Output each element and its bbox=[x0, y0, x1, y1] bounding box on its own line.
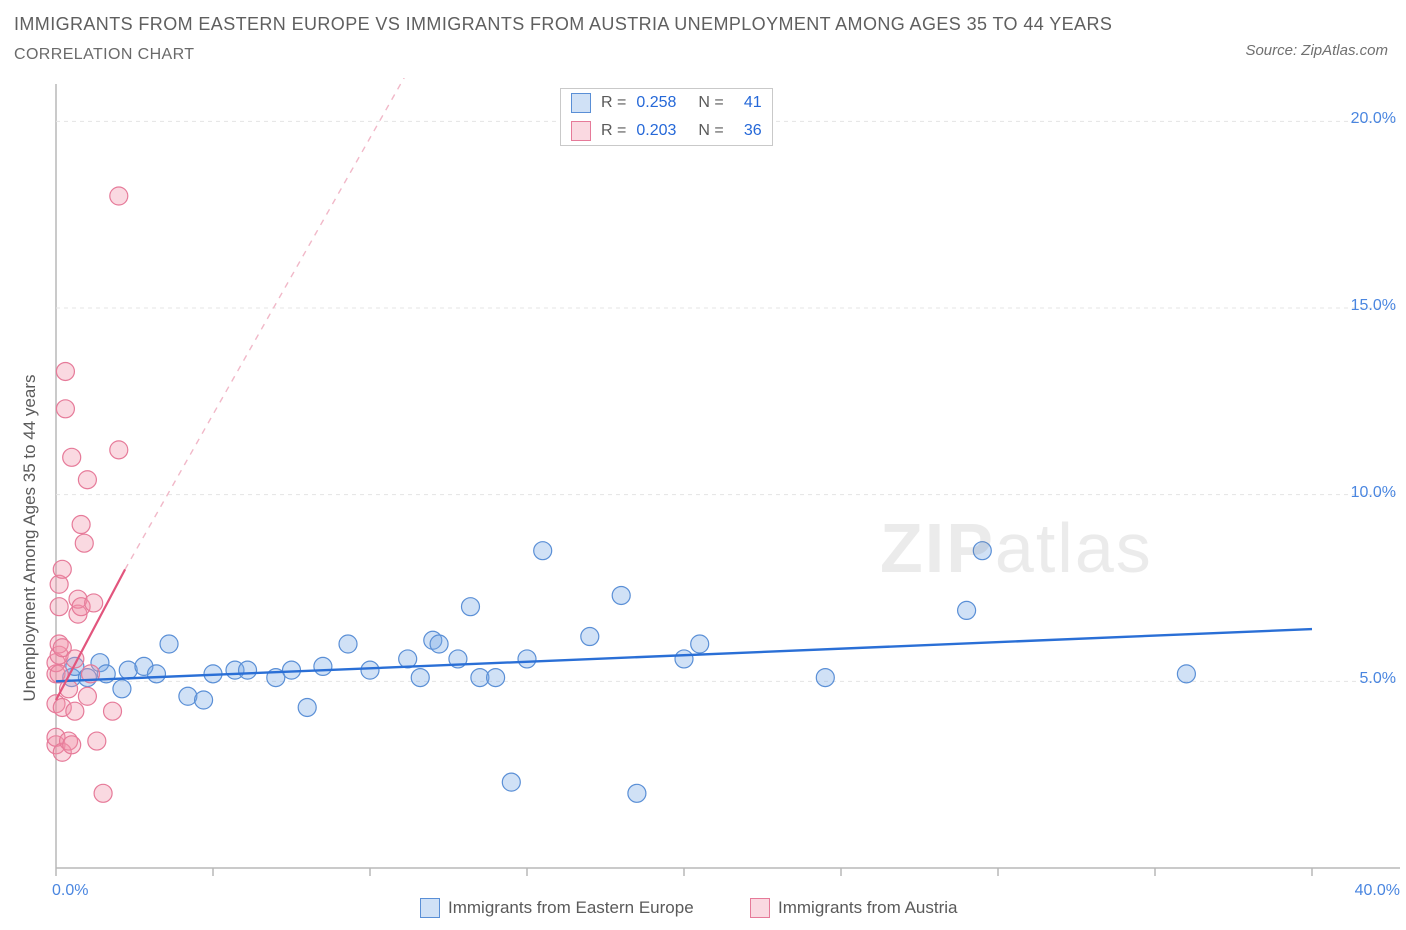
y-axis-label: Unemployment Among Ages 35 to 44 years bbox=[20, 375, 40, 702]
legend-row: R = 0.258 N = 41 bbox=[561, 89, 772, 117]
legend-label: Immigrants from Austria bbox=[778, 898, 958, 918]
tick-label: 5.0% bbox=[1360, 670, 1396, 688]
scatter-plot bbox=[0, 78, 1406, 898]
tick-label: 10.0% bbox=[1351, 484, 1396, 502]
legend-item: Immigrants from Austria bbox=[750, 898, 958, 918]
legend-r-value: 0.258 bbox=[636, 94, 688, 112]
tick-label: 20.0% bbox=[1351, 110, 1396, 128]
source-label: Source: ZipAtlas.com bbox=[1245, 42, 1388, 59]
legend-swatch bbox=[571, 93, 591, 113]
chart-subtitle: CORRELATION CHART bbox=[14, 46, 194, 64]
legend-swatch bbox=[571, 121, 591, 141]
tick-label: 15.0% bbox=[1351, 297, 1396, 315]
legend-item: Immigrants from Eastern Europe bbox=[420, 898, 694, 918]
legend-row: R = 0.203 N = 36 bbox=[561, 117, 772, 145]
chart-title: IMMIGRANTS FROM EASTERN EUROPE VS IMMIGR… bbox=[14, 14, 1112, 35]
legend-r-label: R = bbox=[601, 122, 626, 140]
tick-label: 0.0% bbox=[52, 882, 88, 900]
legend-swatch bbox=[750, 898, 770, 918]
legend-n-label: N = bbox=[698, 122, 723, 140]
legend-r-label: R = bbox=[601, 94, 626, 112]
tick-label: 40.0% bbox=[1355, 882, 1400, 900]
legend-n-value: 41 bbox=[734, 94, 762, 112]
legend-correlation-box: R = 0.258 N = 41 R = 0.203 N = 36 bbox=[560, 88, 773, 146]
legend-n-label: N = bbox=[698, 94, 723, 112]
legend-label: Immigrants from Eastern Europe bbox=[448, 898, 694, 918]
chart-area: Unemployment Among Ages 35 to 44 years Z… bbox=[0, 78, 1406, 930]
legend-r-value: 0.203 bbox=[636, 122, 688, 140]
legend-swatch bbox=[420, 898, 440, 918]
legend-n-value: 36 bbox=[734, 122, 762, 140]
